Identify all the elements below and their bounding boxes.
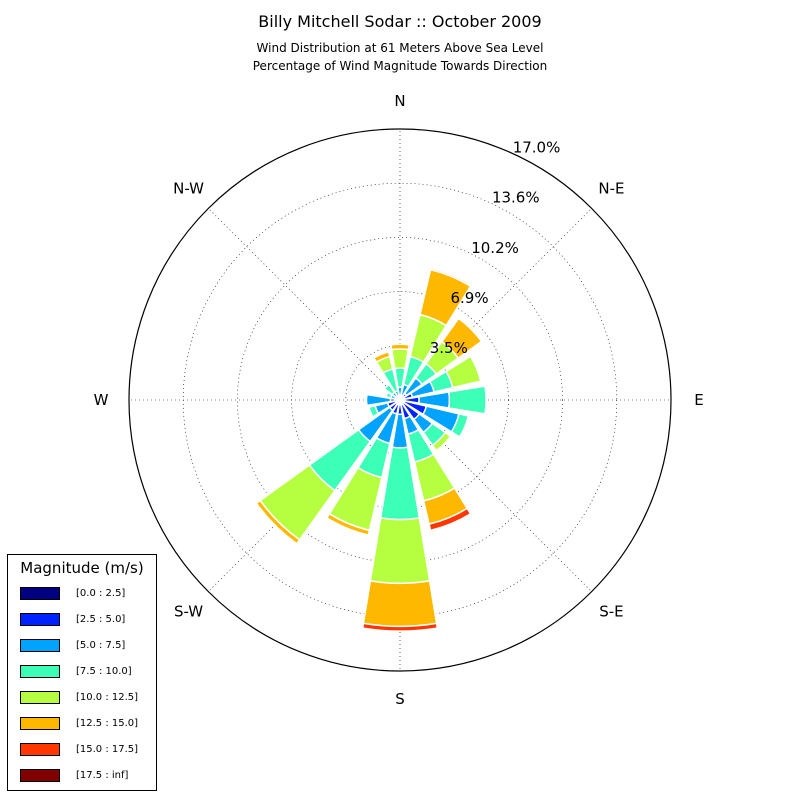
direction-label-S: S [395, 690, 405, 708]
wind-bar-W-bin-3 [385, 391, 393, 399]
legend-label: [15.0 : 17.5] [76, 744, 139, 755]
legend-item: [15.0 : 17.5] [20, 741, 156, 759]
wind-bar-S-E-bin-4 [431, 431, 452, 452]
radial-tick-label: 13.6% [492, 189, 540, 207]
radial-tick-label: 10.2% [471, 239, 519, 257]
chart-title: Billy Mitchell Sodar :: October 2009 [258, 12, 542, 31]
legend-label: [5.0 : 7.5] [76, 640, 126, 651]
legend-swatch [20, 691, 60, 704]
direction-label-N-E: N-E [598, 180, 624, 198]
radial-grid-ring [237, 237, 563, 563]
wind-bar-S-W-bin-3 [368, 404, 380, 418]
wind-bar-E-bin-3 [447, 385, 487, 415]
direction-label-E: E [694, 391, 703, 409]
legend-swatch [20, 743, 60, 756]
direction-label-S-E: S-E [599, 602, 623, 620]
legend-item: [5.0 : 7.5] [20, 637, 156, 655]
legend-label: [2.5 : 5.0] [76, 614, 126, 625]
legend-swatch [20, 665, 60, 678]
direction-label-N-W: N-W [173, 180, 204, 198]
direction-label-N: N [394, 92, 405, 110]
chart-subtitle-line-2: Percentage of Wind Magnitude Towards Dir… [252, 59, 548, 73]
legend-label: [7.5 : 10.0] [76, 666, 132, 677]
radial-tick-label: 6.9% [450, 289, 488, 307]
angular-grid-line [208, 208, 401, 401]
legend-item: [12.5 : 15.0] [20, 715, 156, 733]
wind-bar-S-W-bin-5 [255, 499, 301, 545]
wind-bar-S-bin-4 [369, 517, 431, 585]
wind-bar-N-W-bin-5 [372, 350, 391, 364]
legend-swatch [20, 613, 60, 626]
legend-label: [10.0 : 12.5] [76, 692, 139, 703]
legend-swatch [20, 717, 60, 730]
legend-title: Magnitude (m/s) [20, 559, 144, 577]
legend-label: [12.5 : 15.0] [76, 718, 139, 729]
legend-item: [2.5 : 5.0] [20, 611, 156, 629]
direction-label-W: W [94, 391, 109, 409]
legend-item: [10.0 : 12.5] [20, 689, 156, 707]
legend: Magnitude (m/s) [0.0 : 2.5] [2.5 : 5.0] [5… [7, 554, 157, 791]
wind-bar-S-E-bin-6 [428, 507, 472, 532]
chart-subtitle-line-1: Wind Distribution at 61 Meters Above Sea… [256, 41, 544, 55]
wind-bar-N-E-bin-4 [445, 355, 482, 389]
direction-label-S-W: S-W [174, 602, 203, 620]
wind-bar-N-W-bin-3 [383, 383, 396, 396]
legend-item: [0.0 : 2.5] [20, 585, 156, 603]
wind-bar-S-bin-5 [362, 580, 438, 628]
wind-bar-N-bin-5 [390, 343, 410, 351]
legend-swatch [20, 587, 60, 600]
wind-bar-W-bin-2 [365, 393, 392, 407]
legend-item: [7.5 : 10.0] [20, 663, 156, 681]
wind-bar-S-bin-5 [325, 512, 371, 536]
wind-bar-N-E-bin-6 [457, 316, 484, 343]
wind-bar-N-bin-4 [390, 348, 410, 370]
radial-tick-label: 17.0% [513, 139, 561, 157]
radial-tick-label: 3.5% [430, 339, 468, 357]
legend-swatch [20, 639, 60, 652]
wind-bar-N-bin-7 [430, 266, 473, 286]
wind-bar-S-bin-6 [361, 622, 439, 632]
legend-swatch [20, 769, 60, 782]
legend-label: [0.0 : 2.5] [76, 588, 126, 599]
wind-bar-E-bin-3 [450, 412, 470, 438]
legend-item: [17.5 : inf] [20, 767, 156, 785]
outer-circle [128, 128, 672, 672]
legend-label: [17.5 : inf] [76, 770, 129, 781]
